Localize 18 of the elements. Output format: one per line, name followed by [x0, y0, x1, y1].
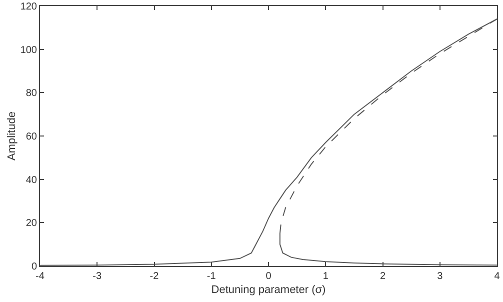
y-tick-label: 40 [26, 174, 38, 186]
y-tick-label: 0 [31, 262, 38, 272]
x-tick-label: -4 [36, 271, 45, 282]
x-tick-label: 3 [437, 271, 444, 282]
y-tick-label: 100 [20, 44, 38, 56]
y-axis-title: Amplitude [6, 112, 18, 160]
y-tick-label: 120 [20, 2, 38, 12]
x-tick-label: 1 [322, 271, 329, 282]
x-tick-label: -3 [92, 271, 102, 282]
y-tick-label: 20 [26, 218, 38, 230]
y-tick-label: 60 [26, 132, 38, 142]
y-tick-label: 80 [26, 88, 38, 100]
x-tick-label: -2 [150, 271, 160, 282]
x-axis-title: Detuning parameter (σ) [211, 284, 326, 296]
x-tick-label: 2 [380, 271, 386, 282]
x-tick-label: -1 [206, 271, 216, 282]
x-tick-label: 0 [266, 271, 272, 282]
x-tick-label: 4 [494, 271, 500, 282]
